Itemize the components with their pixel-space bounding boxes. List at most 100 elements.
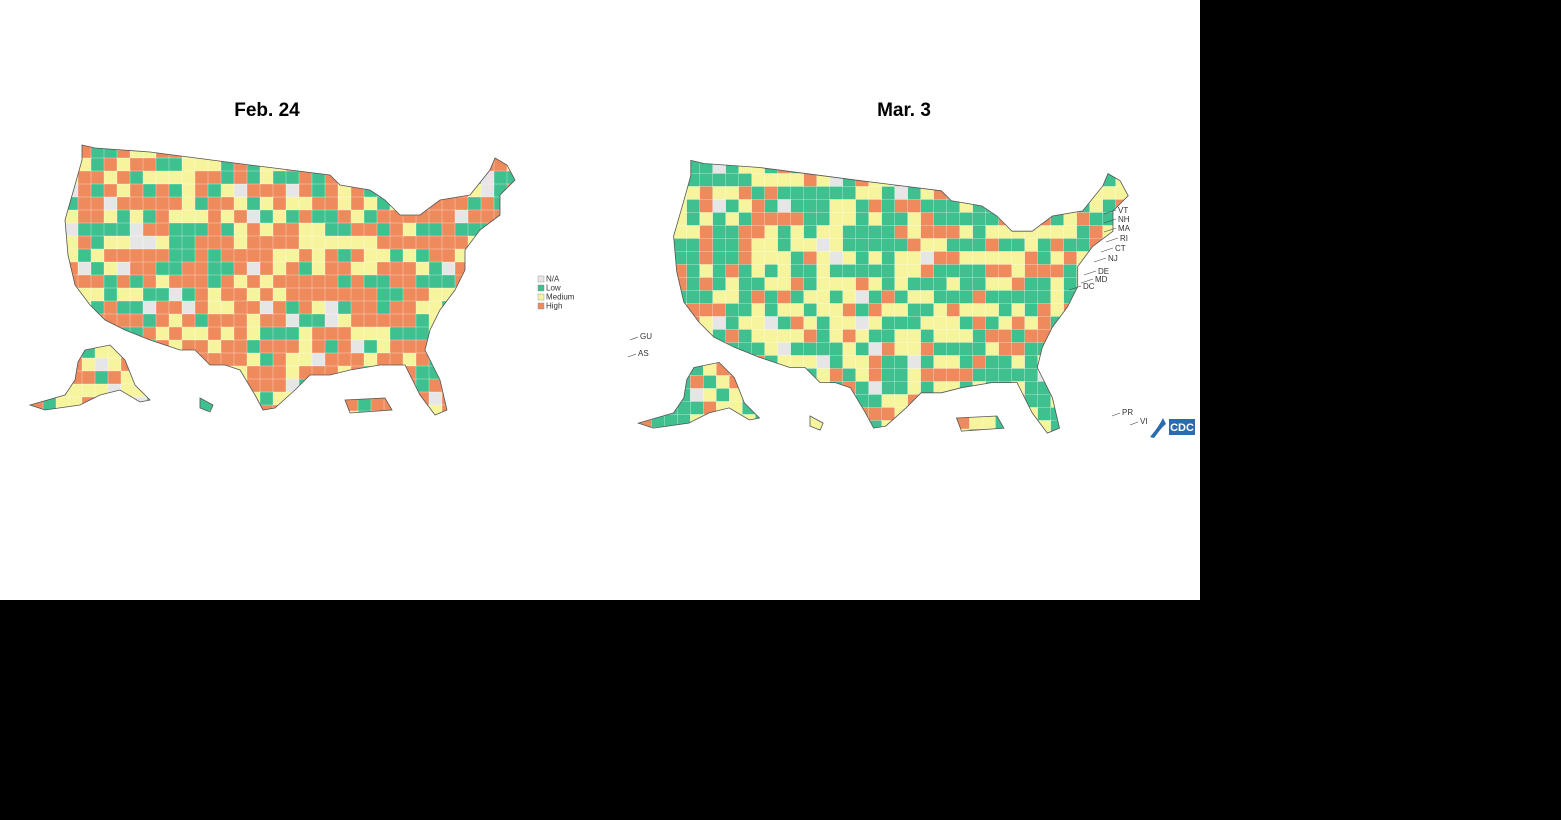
county [790, 420, 805, 434]
county [233, 248, 248, 263]
county [428, 300, 443, 315]
county [220, 222, 235, 237]
county [415, 145, 430, 159]
county [699, 277, 714, 292]
county [751, 420, 766, 434]
county [376, 313, 391, 328]
county [855, 277, 870, 292]
county [350, 339, 365, 354]
county [868, 238, 883, 253]
county [1011, 355, 1026, 370]
county [363, 235, 378, 250]
county [155, 287, 170, 302]
county [881, 407, 896, 422]
county [1037, 394, 1052, 409]
county [894, 238, 909, 253]
county [129, 235, 144, 250]
county [480, 313, 495, 328]
county [129, 339, 144, 354]
county [1089, 212, 1104, 227]
county [194, 183, 209, 198]
county [272, 365, 287, 380]
county [751, 251, 766, 266]
county [1102, 355, 1117, 370]
county [829, 277, 844, 292]
county [168, 391, 183, 406]
county [712, 160, 727, 175]
county [699, 342, 714, 357]
county [181, 183, 196, 198]
county [480, 287, 495, 302]
county [107, 396, 122, 410]
county [272, 404, 287, 415]
county [402, 248, 417, 263]
county [673, 316, 688, 331]
county [376, 365, 391, 380]
county [933, 407, 948, 422]
county [816, 407, 831, 422]
county [142, 339, 157, 354]
county [790, 212, 805, 227]
county [1102, 420, 1117, 434]
county [1037, 316, 1052, 331]
county [894, 394, 909, 409]
county [803, 381, 818, 396]
county [298, 248, 313, 263]
county [1011, 329, 1026, 344]
county [493, 352, 508, 367]
county [65, 352, 79, 367]
county [842, 316, 857, 331]
county [777, 238, 792, 253]
county [285, 222, 300, 237]
county [272, 170, 287, 185]
county [1063, 199, 1078, 214]
county [42, 357, 57, 372]
state-label: CT [1115, 244, 1126, 253]
county [246, 222, 261, 237]
county [181, 274, 196, 289]
county [725, 251, 740, 266]
county [337, 326, 352, 341]
county [998, 342, 1013, 357]
county [907, 160, 922, 175]
county [816, 264, 831, 279]
county [181, 196, 196, 211]
county [959, 264, 974, 279]
county [933, 160, 948, 175]
county [493, 274, 508, 289]
county [155, 378, 170, 393]
county [907, 394, 922, 409]
callout-line [1103, 218, 1117, 224]
county [729, 401, 743, 416]
county [246, 326, 261, 341]
county [311, 209, 326, 224]
county [259, 261, 274, 276]
county [415, 300, 430, 315]
county [324, 274, 339, 289]
county [155, 248, 170, 263]
county [480, 339, 495, 354]
county [907, 290, 922, 305]
county [686, 186, 701, 201]
county [946, 173, 961, 188]
county [816, 238, 831, 253]
county [428, 261, 443, 276]
county [920, 368, 935, 383]
county [220, 326, 235, 341]
county [155, 326, 170, 341]
county [1011, 420, 1026, 434]
county [168, 404, 183, 415]
county [116, 196, 131, 211]
county [1011, 225, 1026, 240]
county [972, 212, 987, 227]
county [664, 375, 678, 390]
county [350, 248, 365, 263]
county [233, 261, 248, 276]
county [454, 287, 469, 302]
county [324, 300, 339, 315]
county [220, 313, 235, 328]
county [1011, 290, 1026, 305]
county [959, 277, 974, 292]
county [324, 196, 339, 211]
county [259, 404, 274, 415]
